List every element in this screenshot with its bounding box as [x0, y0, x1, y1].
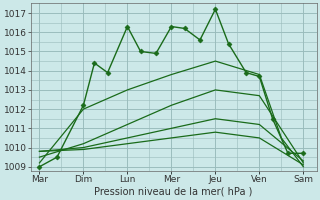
X-axis label: Pression niveau de la mer( hPa ): Pression niveau de la mer( hPa ) — [94, 187, 253, 197]
